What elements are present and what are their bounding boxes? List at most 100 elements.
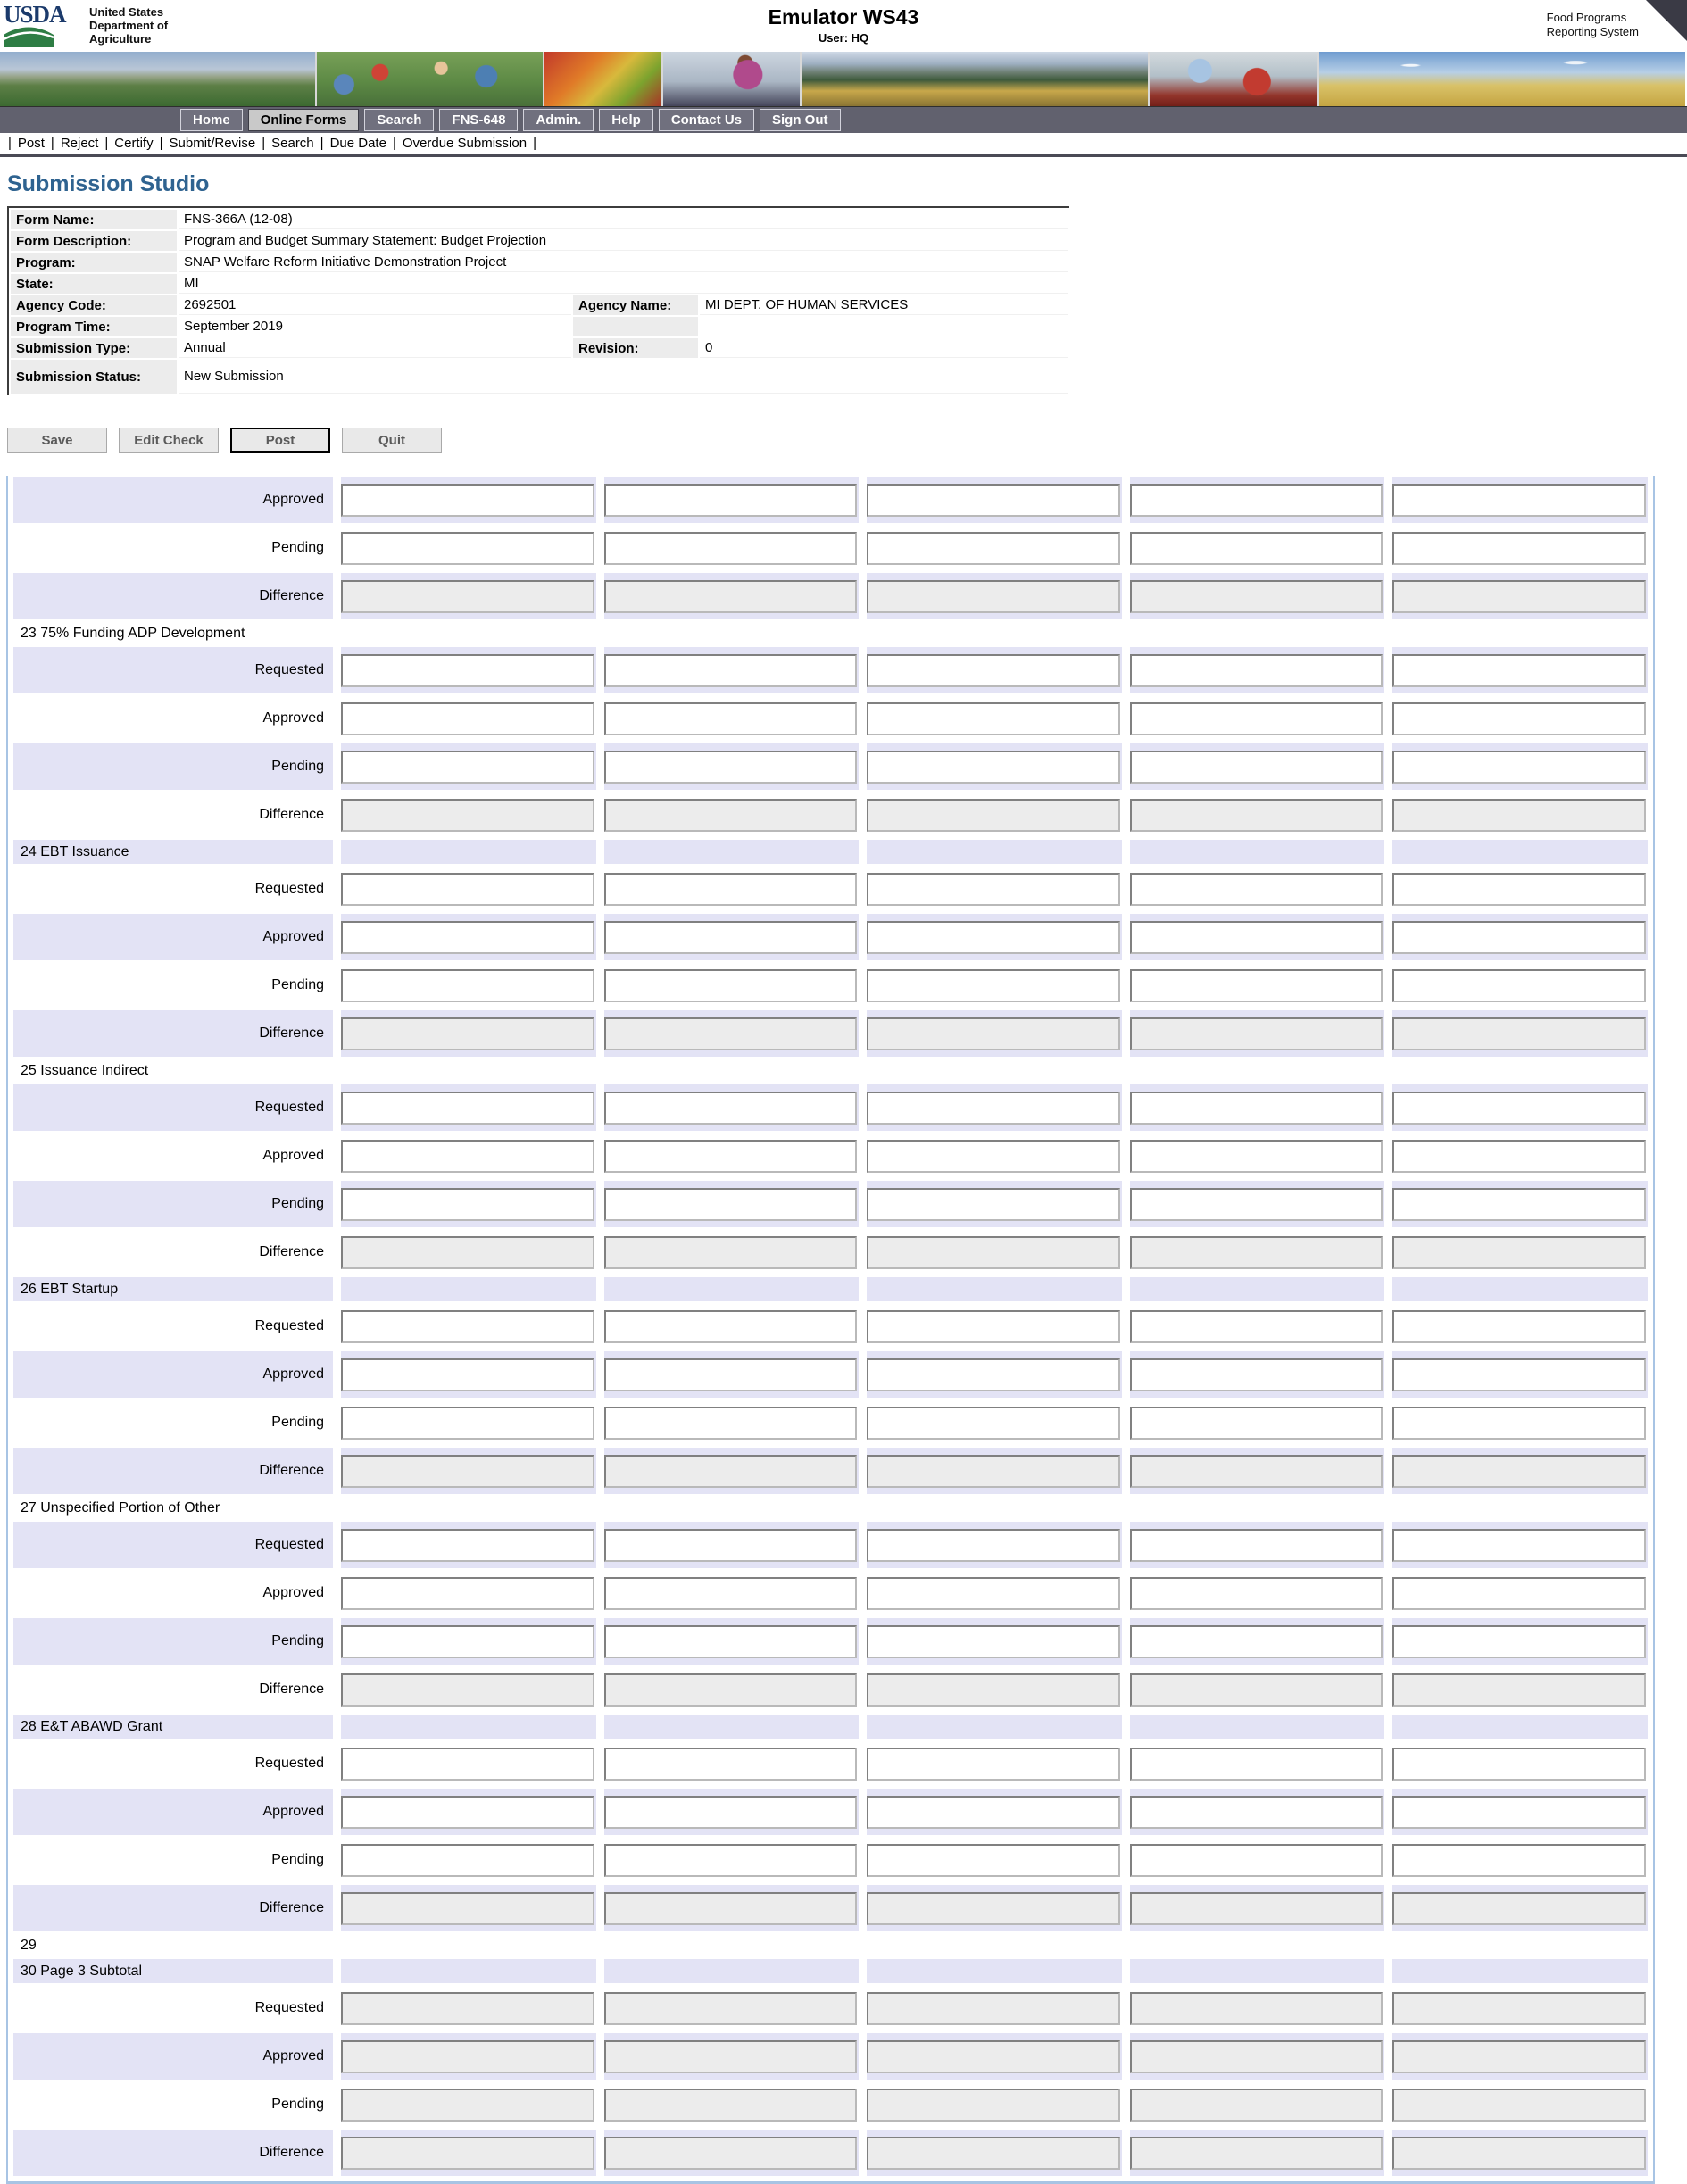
pending-amount-input[interactable] [341,532,594,565]
requested-amount-input[interactable] [603,654,858,687]
approved-amount-input[interactable] [1392,1140,1646,1173]
approved-amount-input[interactable] [1392,484,1646,517]
approved-amount-input[interactable] [341,1358,594,1391]
pending-amount-input[interactable] [603,1188,858,1221]
approved-amount-input[interactable] [341,1577,594,1610]
pending-amount-input[interactable] [603,532,858,565]
approved-amount-input[interactable] [867,1796,1120,1829]
requested-amount-input[interactable] [1392,1529,1646,1562]
pending-amount-input[interactable] [1392,532,1646,565]
pending-amount-input[interactable] [1129,1188,1384,1221]
subnav-link-submit-revise[interactable]: Submit/Revise [169,136,256,151]
pending-amount-input[interactable] [1129,1407,1384,1440]
pending-amount-input[interactable] [867,969,1120,1002]
requested-amount-input[interactable] [1392,1092,1646,1125]
approved-amount-input[interactable] [603,1577,858,1610]
pending-amount-input[interactable] [867,751,1120,784]
approved-amount-input[interactable] [867,921,1120,954]
requested-amount-input[interactable] [603,1748,858,1781]
requested-amount-input[interactable] [341,1092,594,1125]
approved-amount-input[interactable] [1129,1796,1384,1829]
approved-amount-input[interactable] [341,484,594,517]
approved-amount-input[interactable] [341,1796,594,1829]
approved-amount-input[interactable] [1129,702,1384,735]
nav-tab-admin-[interactable]: Admin. [523,109,594,131]
approved-amount-input[interactable] [1129,1140,1384,1173]
pending-amount-input[interactable] [1392,969,1646,1002]
pending-amount-input[interactable] [341,969,594,1002]
edit-check-button[interactable]: Edit Check [119,428,219,453]
requested-amount-input[interactable] [603,1092,858,1125]
subnav-link-certify[interactable]: Certify [114,136,154,151]
pending-amount-input[interactable] [603,1844,858,1877]
requested-amount-input[interactable] [867,1310,1120,1343]
approved-amount-input[interactable] [1129,484,1384,517]
pending-amount-input[interactable] [1129,1625,1384,1658]
pending-amount-input[interactable] [603,1625,858,1658]
pending-amount-input[interactable] [1129,1844,1384,1877]
nav-tab-online-forms[interactable]: Online Forms [247,109,360,131]
subnav-link-post[interactable]: Post [17,136,45,151]
requested-amount-input[interactable] [1392,873,1646,906]
quit-button[interactable]: Quit [342,428,442,453]
pending-amount-input[interactable] [341,1844,594,1877]
approved-amount-input[interactable] [603,921,858,954]
pending-amount-input[interactable] [867,1407,1120,1440]
requested-amount-input[interactable] [1129,1748,1384,1781]
post-button[interactable]: Post [230,428,330,453]
requested-amount-input[interactable] [341,1748,594,1781]
approved-amount-input[interactable] [1392,1796,1646,1829]
approved-amount-input[interactable] [603,1358,858,1391]
requested-amount-input[interactable] [867,1748,1120,1781]
approved-amount-input[interactable] [603,1140,858,1173]
pending-amount-input[interactable] [1129,969,1384,1002]
approved-amount-input[interactable] [341,921,594,954]
pending-amount-input[interactable] [1392,1407,1646,1440]
requested-amount-input[interactable] [341,1310,594,1343]
pending-amount-input[interactable] [1392,1625,1646,1658]
approved-amount-input[interactable] [867,1577,1120,1610]
subnav-link-search[interactable]: Search [271,136,314,151]
nav-tab-help[interactable]: Help [599,109,653,131]
approved-amount-input[interactable] [341,1140,594,1173]
subnav-link-reject[interactable]: Reject [60,136,99,151]
requested-amount-input[interactable] [603,1529,858,1562]
approved-amount-input[interactable] [603,702,858,735]
pending-amount-input[interactable] [1392,1844,1646,1877]
subnav-link-due-date[interactable]: Due Date [329,136,386,151]
requested-amount-input[interactable] [603,1310,858,1343]
requested-amount-input[interactable] [341,873,594,906]
approved-amount-input[interactable] [603,484,858,517]
approved-amount-input[interactable] [867,1140,1120,1173]
approved-amount-input[interactable] [1129,1358,1384,1391]
nav-tab-sign-out[interactable]: Sign Out [760,109,841,131]
requested-amount-input[interactable] [1129,654,1384,687]
pending-amount-input[interactable] [341,751,594,784]
approved-amount-input[interactable] [1392,921,1646,954]
approved-amount-input[interactable] [1129,921,1384,954]
requested-amount-input[interactable] [603,873,858,906]
requested-amount-input[interactable] [867,1529,1120,1562]
pending-amount-input[interactable] [1392,751,1646,784]
requested-amount-input[interactable] [1129,1310,1384,1343]
approved-amount-input[interactable] [1129,1577,1384,1610]
nav-tab-home[interactable]: Home [180,109,243,131]
approved-amount-input[interactable] [341,702,594,735]
requested-amount-input[interactable] [341,1529,594,1562]
approved-amount-input[interactable] [867,484,1120,517]
pending-amount-input[interactable] [341,1188,594,1221]
nav-tab-fns-648[interactable]: FNS-648 [439,109,519,131]
approved-amount-input[interactable] [867,1358,1120,1391]
nav-tab-search[interactable]: Search [364,109,435,131]
pending-amount-input[interactable] [603,969,858,1002]
nav-tab-contact-us[interactable]: Contact Us [658,109,754,131]
save-button[interactable]: Save [7,428,107,453]
pending-amount-input[interactable] [867,1188,1120,1221]
pending-amount-input[interactable] [1129,751,1384,784]
pending-amount-input[interactable] [341,1625,594,1658]
pending-amount-input[interactable] [603,751,858,784]
requested-amount-input[interactable] [1392,1310,1646,1343]
requested-amount-input[interactable] [1392,654,1646,687]
approved-amount-input[interactable] [867,702,1120,735]
approved-amount-input[interactable] [1392,1577,1646,1610]
